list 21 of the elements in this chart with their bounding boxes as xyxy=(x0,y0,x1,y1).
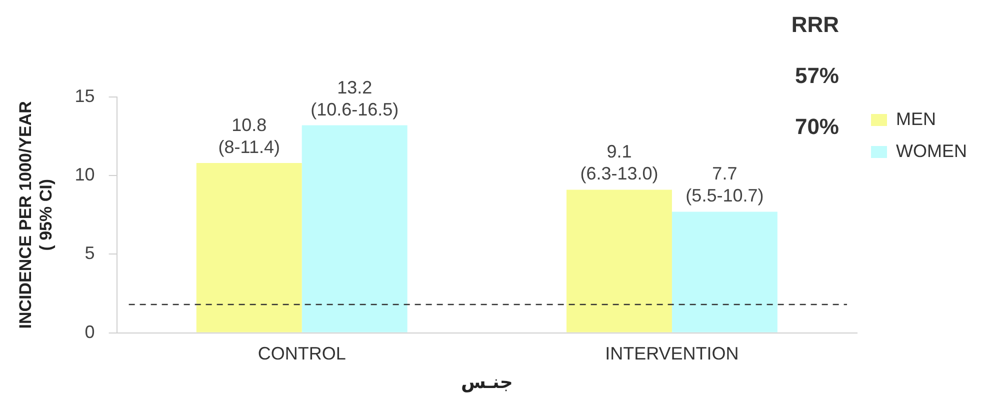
annotation: 70% xyxy=(794,114,840,140)
data-label: 13.2 (10.6-16.5) xyxy=(310,77,399,120)
y-tick-label: 15 xyxy=(74,86,95,106)
y-tick-label: 10 xyxy=(74,164,95,185)
text: RRR xyxy=(791,12,840,38)
text: 57% xyxy=(794,63,840,88)
legend-label: WOMEN xyxy=(896,140,968,161)
bar xyxy=(196,163,302,332)
y-tick-label: 0 xyxy=(84,322,95,342)
bar xyxy=(566,190,672,332)
legend-label: MEN xyxy=(896,108,936,129)
x-tick-label: INTERVENTION xyxy=(605,344,739,364)
bar xyxy=(672,212,778,332)
x-axis-title: جنـس xyxy=(460,372,513,393)
bar xyxy=(302,125,408,332)
y-axis-title: INCIDENCE PER 1000/YEAR ( 95% CI) xyxy=(16,101,56,329)
data-label: 10.8 (8-11.4) xyxy=(218,114,280,157)
y-tick-label: 5 xyxy=(84,243,95,264)
data-label: 9.1 (6.3-13.0) xyxy=(580,142,658,184)
data-label: 7.7 (5.5-10.7) xyxy=(686,164,764,206)
x-tick-label: CONTROL xyxy=(258,344,346,364)
